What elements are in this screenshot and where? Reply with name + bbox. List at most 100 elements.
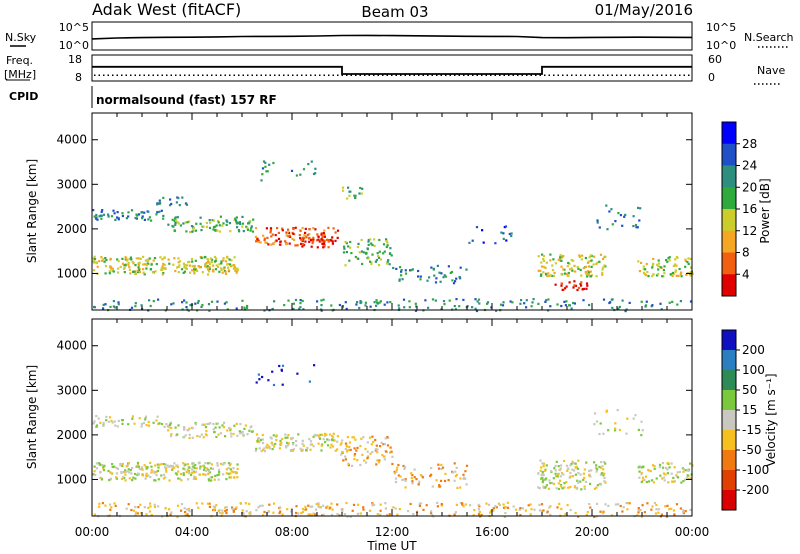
scatter-cell <box>296 372 299 375</box>
scatter-cell <box>648 480 651 483</box>
scatter-cell <box>601 273 604 276</box>
scatter-cell <box>509 300 512 303</box>
scatter-cell <box>581 254 584 257</box>
scatter-cell <box>319 433 322 436</box>
scatter-cell <box>199 473 202 476</box>
scatter-cell <box>347 186 350 189</box>
scatter-cell <box>200 305 203 308</box>
scatter-cell <box>586 272 589 276</box>
scatter-cell <box>168 479 171 482</box>
scatter-cell <box>419 474 423 477</box>
scatter-cell <box>344 264 347 267</box>
scatter-cell <box>162 267 165 270</box>
scatter-cell <box>208 502 211 505</box>
scatter-cell <box>422 508 425 511</box>
scatter-cell <box>128 471 131 474</box>
scatter-cell <box>156 211 159 214</box>
nsky-tick-high: 10^5 <box>59 21 89 34</box>
scatter-cell <box>595 502 599 505</box>
scatter-cell <box>215 435 218 439</box>
scatter-cell <box>196 269 199 272</box>
scatter-cell <box>300 449 303 452</box>
scatter-cell <box>409 269 412 272</box>
scatter-cell <box>560 507 563 511</box>
scatter-cell <box>281 227 284 230</box>
scatter-cell <box>583 468 586 471</box>
scatter-cell <box>584 256 587 260</box>
scatter-cell <box>128 477 131 480</box>
scatter-cell <box>404 478 407 481</box>
scatter-cell <box>193 270 196 273</box>
nsky-series-line <box>91 34 693 40</box>
scatter-cell <box>160 267 163 270</box>
scatter-cell <box>527 504 530 507</box>
scatter-cell <box>545 299 548 302</box>
scatter-cell <box>231 506 234 509</box>
scatter-cell <box>616 409 619 412</box>
scatter-cell <box>192 477 195 481</box>
freq-label-line2: [MHz] <box>4 68 36 81</box>
scatter-cell <box>148 510 152 513</box>
scatter-cell <box>192 465 195 468</box>
scatter-cell <box>618 428 621 432</box>
scatter-cell <box>187 309 190 312</box>
scatter-cell <box>440 467 443 470</box>
scatter-cell <box>140 512 143 515</box>
scatter-cell <box>146 466 149 469</box>
scatter-cell <box>552 482 555 485</box>
scatter-cell <box>367 243 370 246</box>
scatter-cell <box>235 422 238 425</box>
scatter-cell <box>599 473 602 476</box>
scatter-cell <box>382 443 385 446</box>
scatter-cell <box>322 513 325 516</box>
scatter-cell <box>589 254 592 257</box>
scatter-cell <box>379 509 382 512</box>
scatter-cell <box>217 478 220 481</box>
scatter-cell <box>221 512 224 515</box>
scatter-cell <box>577 480 580 483</box>
scatter-cell <box>413 468 416 471</box>
scatter-cell <box>199 466 202 469</box>
scatter-cell <box>143 506 146 509</box>
scatter-cell <box>312 227 315 230</box>
scatter-cell <box>226 429 229 432</box>
scatter-cell <box>518 508 521 511</box>
scatter-cell <box>146 262 149 265</box>
scatter-cell <box>142 271 145 274</box>
scatter-cell <box>541 476 544 480</box>
scatter-cell <box>555 475 558 478</box>
scatter-cell <box>634 223 638 227</box>
scatter-cell <box>595 275 598 278</box>
scatter-cell <box>392 266 395 270</box>
scatter-cell <box>173 462 176 465</box>
scatter-cell <box>651 479 654 482</box>
scatter-cell <box>628 301 631 304</box>
nave-tick-low: 0 <box>708 71 715 84</box>
scatter-cell <box>390 450 393 453</box>
scatter-cell <box>285 234 288 237</box>
scatter-cell <box>286 231 289 234</box>
scatter-cell <box>149 304 152 308</box>
scatter-cell <box>186 468 189 471</box>
scatter-cell <box>235 216 238 219</box>
scatter-cell <box>398 279 401 282</box>
scatter-cell <box>386 436 389 439</box>
scatter-cell <box>299 306 302 309</box>
scatter-cell <box>197 506 200 509</box>
scatter-cell <box>417 483 420 486</box>
scatter-cell <box>353 447 356 450</box>
scatter-cell <box>217 265 220 268</box>
scatter-cell <box>185 203 189 206</box>
scatter-cell <box>258 447 261 450</box>
scatter-cell <box>111 267 114 270</box>
scatter-cell <box>386 260 389 263</box>
scatter-cell <box>611 223 614 226</box>
scatter-cell <box>532 298 535 301</box>
scatter-cell <box>377 256 381 259</box>
scatter-cell <box>529 503 532 506</box>
scatter-cell <box>321 443 324 446</box>
scatter-cell <box>482 241 485 244</box>
scatter-cell <box>277 237 281 240</box>
scatter-cell <box>172 263 175 266</box>
scatter-cell <box>383 455 386 458</box>
